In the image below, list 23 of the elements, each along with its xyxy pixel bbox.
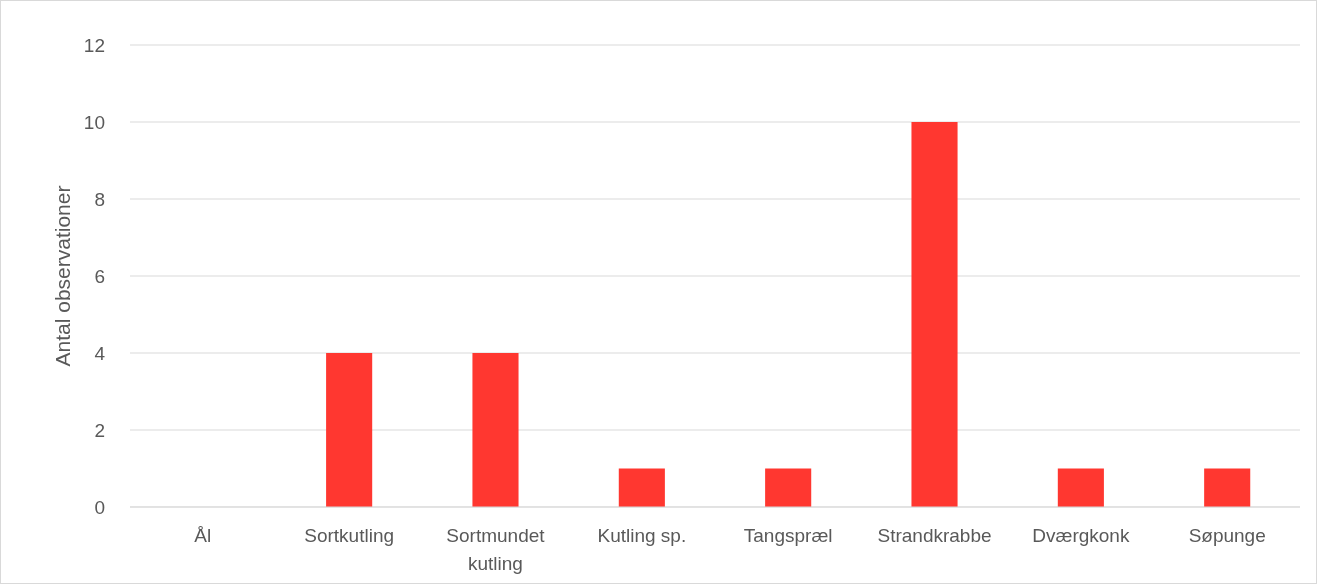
x-tick-label: Kutling sp. bbox=[597, 525, 687, 546]
y-tick-label: 2 bbox=[94, 419, 105, 441]
y-tick-label: 8 bbox=[94, 188, 105, 210]
bar bbox=[911, 122, 958, 507]
x-tick-label: Sortmundet kutling bbox=[446, 525, 546, 574]
bar bbox=[1057, 468, 1104, 507]
y-tick-label: 6 bbox=[94, 265, 105, 287]
x-tick-label: Dværgkonk bbox=[1032, 525, 1130, 546]
x-tick-label: Tangspræl bbox=[743, 525, 833, 546]
y-tick-label: 10 bbox=[83, 111, 105, 133]
y-tick-label: 4 bbox=[94, 342, 106, 364]
y-axis-title: Antal observationer bbox=[51, 185, 74, 367]
y-tick-label: 12 bbox=[83, 34, 105, 56]
bar bbox=[765, 468, 812, 507]
y-tick-label: 0 bbox=[94, 496, 105, 518]
bar bbox=[618, 468, 665, 507]
bar bbox=[472, 353, 519, 507]
x-tick-label: Sortkutling bbox=[304, 525, 395, 546]
bar bbox=[326, 353, 373, 507]
x-tick-label: Ål bbox=[194, 525, 212, 546]
x-tick-label: Søpunge bbox=[1188, 525, 1266, 546]
bar bbox=[1204, 468, 1251, 507]
x-tick-label: Strandkrabbe bbox=[877, 525, 992, 546]
